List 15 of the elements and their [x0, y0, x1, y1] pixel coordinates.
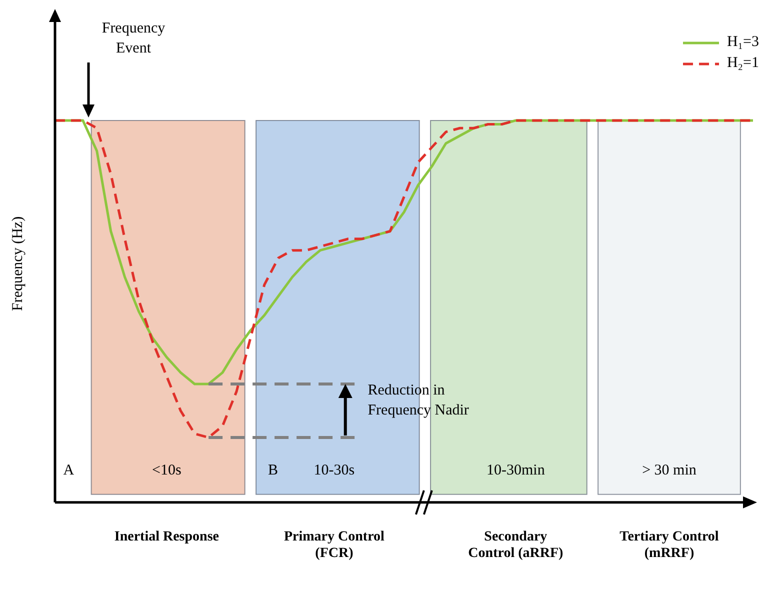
- annotation: 10-30s: [314, 462, 355, 478]
- x-tick-label: Inertial Response: [114, 529, 219, 544]
- annotation: B: [268, 462, 278, 478]
- y-axis-title: Frequency (Hz): [10, 216, 26, 311]
- legend-label: H₁=3: [726, 34, 759, 51]
- annotation: > 30 min: [642, 462, 697, 478]
- annotation: 10-30min: [486, 462, 546, 478]
- text: Frequency Event: [102, 20, 166, 56]
- annotation: <10s: [152, 462, 182, 478]
- x-tick-label: Secondary Control (aRRF): [468, 529, 564, 562]
- annotation: A: [63, 462, 74, 478]
- x-tick-label: Primary Control (FCR): [284, 529, 385, 562]
- annotation: Reduction in Frequency Nadir: [368, 382, 469, 419]
- x-tick-label: Tertiary Control (mRRF): [620, 529, 719, 562]
- legend-label: H₂=1: [726, 55, 759, 72]
